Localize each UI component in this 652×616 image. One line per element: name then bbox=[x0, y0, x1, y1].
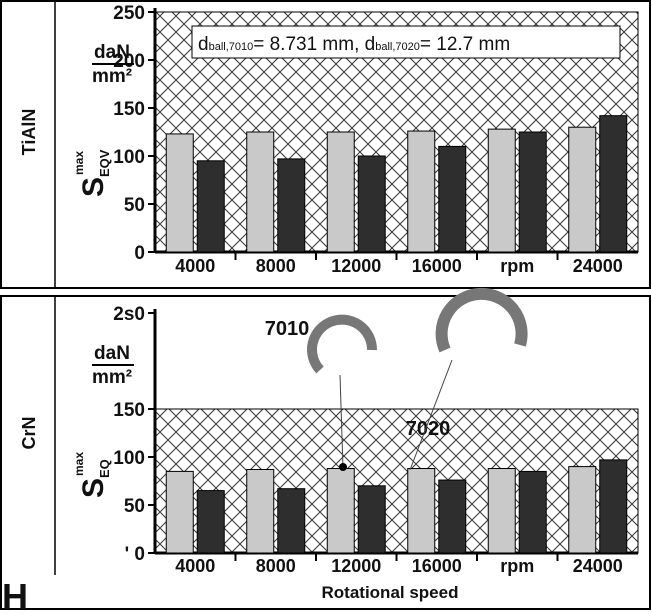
bar bbox=[487, 128, 516, 253]
x-tick-label: rpm bbox=[500, 556, 534, 576]
y-symbol-sub: EQV bbox=[97, 149, 112, 177]
bar bbox=[568, 466, 597, 554]
annotation-part: = 8.731 mm, d bbox=[253, 34, 375, 55]
panel-frame bbox=[0, 0, 651, 289]
leader bbox=[409, 359, 453, 471]
hatch-area bbox=[154, 408, 639, 554]
bar bbox=[165, 133, 194, 253]
y-unit: mm² bbox=[92, 367, 132, 388]
bar bbox=[357, 485, 386, 554]
bar bbox=[165, 470, 194, 554]
annotation-box bbox=[191, 25, 621, 59]
bar bbox=[518, 470, 547, 554]
bar bbox=[487, 468, 516, 554]
leader bbox=[339, 374, 344, 469]
bar bbox=[196, 490, 225, 554]
annotation-part: ball,7010 bbox=[209, 41, 254, 53]
y-tick-label: 250 bbox=[113, 3, 145, 24]
x-tick-label: 8000 bbox=[256, 556, 296, 576]
bar bbox=[246, 131, 275, 253]
annotation: dball,7010= 8.731 mm, dball,7020= 12.7 m… bbox=[198, 34, 510, 55]
bearing-icon bbox=[307, 314, 378, 374]
y-symbol-sub: EQ bbox=[97, 459, 112, 478]
y-unit: daN bbox=[94, 42, 130, 63]
bar bbox=[438, 479, 467, 554]
bearing-label: 7020 bbox=[406, 418, 451, 440]
marker bbox=[339, 463, 347, 471]
y-tick-label: 50 bbox=[124, 496, 145, 517]
x-tick-label: 24000 bbox=[573, 556, 623, 576]
bar bbox=[326, 468, 355, 554]
bar bbox=[277, 158, 306, 253]
x-axis-label: Rotational speed bbox=[322, 583, 459, 602]
bar bbox=[438, 145, 467, 253]
x-tick-label: 16000 bbox=[412, 256, 462, 276]
corner-label: H bbox=[2, 576, 28, 611]
bar bbox=[599, 115, 628, 253]
x-tick-label: 24000 bbox=[573, 256, 623, 276]
x-tick-label: 8000 bbox=[256, 256, 296, 276]
annotation-part: = 12.7 mm bbox=[420, 34, 510, 55]
x-tick-label: 12000 bbox=[331, 556, 381, 576]
y-tick-label: 150 bbox=[113, 400, 145, 421]
bearing-label: 7010 bbox=[265, 318, 310, 340]
x-tick-label: 16000 bbox=[412, 556, 462, 576]
annotation-part: d bbox=[198, 34, 209, 55]
y-tick-label: 50 bbox=[124, 195, 145, 216]
bar bbox=[246, 468, 275, 554]
annotation-part: ball,7020 bbox=[375, 41, 420, 53]
bar bbox=[599, 459, 628, 554]
x-tick-label: 12000 bbox=[331, 256, 381, 276]
y-symbol: SEQ max bbox=[72, 452, 112, 498]
bar bbox=[407, 130, 436, 253]
bar bbox=[518, 131, 547, 253]
bearing-icon bbox=[435, 287, 528, 353]
y-tick-label: ' 0 bbox=[125, 544, 145, 565]
bar bbox=[357, 155, 386, 253]
y-tick-label: 150 bbox=[113, 99, 145, 120]
panel-label: CrN bbox=[19, 416, 39, 449]
y-symbol-sup: max bbox=[72, 151, 86, 175]
y-symbol-sup: max bbox=[72, 452, 86, 476]
y-tick-label: 2s0 bbox=[113, 304, 145, 325]
y-unit: mm² bbox=[92, 66, 132, 87]
bar bbox=[568, 126, 597, 253]
y-unit: daN bbox=[94, 343, 130, 364]
y-symbol-main: S bbox=[77, 478, 110, 498]
panel-label: TiAlN bbox=[19, 109, 39, 156]
x-tick-label: rpm bbox=[500, 256, 534, 276]
y-tick-label: 0 bbox=[134, 243, 145, 264]
panel-frame bbox=[0, 295, 651, 610]
x-tick-label: 4000 bbox=[175, 256, 215, 276]
bar bbox=[196, 160, 225, 253]
y-tick-label: 200 bbox=[113, 51, 145, 72]
y-tick-label: 100 bbox=[113, 448, 145, 469]
bar bbox=[407, 468, 436, 554]
x-tick-label: 4000 bbox=[175, 556, 215, 576]
y-tick-label: 100 bbox=[113, 147, 145, 168]
bar bbox=[326, 131, 355, 253]
y-symbol-main: S bbox=[77, 177, 110, 197]
bar bbox=[277, 488, 306, 554]
